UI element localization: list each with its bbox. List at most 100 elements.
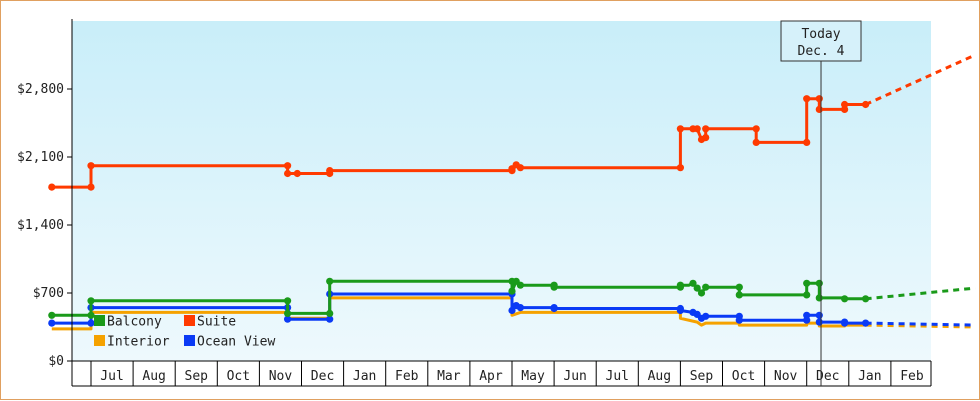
series-point-suite bbox=[676, 164, 685, 172]
y-tick-label: $700 bbox=[33, 286, 64, 301]
series-point-ocean-view bbox=[284, 315, 292, 323]
today-label-line1: Today bbox=[801, 27, 840, 42]
series-point-suite bbox=[862, 100, 870, 109]
series-point-balcony bbox=[815, 279, 823, 287]
y-tick-label: $1,400 bbox=[17, 218, 64, 233]
series-point-balcony bbox=[803, 279, 811, 287]
series-point-suite bbox=[841, 100, 849, 109]
series-point-suite bbox=[87, 162, 95, 170]
series-point-ocean-view bbox=[516, 304, 525, 312]
today-box bbox=[780, 20, 862, 62]
series-point-balcony bbox=[862, 295, 870, 303]
series-point-suite bbox=[676, 125, 685, 133]
series-point-balcony bbox=[550, 283, 558, 291]
series-point-balcony bbox=[735, 291, 743, 299]
series-point-balcony bbox=[735, 283, 743, 291]
series-point-ocean-view bbox=[815, 311, 823, 319]
series-point-balcony bbox=[326, 277, 334, 285]
series-point-ocean-view bbox=[862, 319, 870, 327]
x-month-label: Nov bbox=[774, 369, 798, 384]
series-point-balcony bbox=[284, 297, 292, 305]
series-point-suite bbox=[48, 183, 56, 191]
series-forecast-suite bbox=[864, 53, 976, 106]
x-month-label: Oct bbox=[732, 369, 755, 384]
series-forecast-balcony bbox=[865, 286, 976, 301]
series-point-balcony bbox=[689, 279, 697, 287]
legend-label-ocean-view: Ocean View bbox=[197, 335, 275, 350]
series-point-balcony bbox=[697, 289, 706, 297]
series-point-suite bbox=[752, 125, 760, 133]
series-point-balcony bbox=[516, 281, 525, 289]
series-point-suite bbox=[87, 183, 95, 191]
x-month-label: Aug bbox=[142, 369, 165, 384]
legend-label-interior: Interior bbox=[107, 335, 170, 350]
legend-swatch-suite bbox=[184, 315, 195, 326]
series-point-suite bbox=[702, 134, 710, 142]
x-month-label: Dec bbox=[816, 369, 839, 384]
series-point-balcony bbox=[284, 309, 292, 317]
series-point-suite bbox=[326, 167, 334, 175]
series-line-suite bbox=[51, 97, 866, 189]
series-point-suite bbox=[284, 162, 292, 170]
series-point-suite bbox=[803, 95, 811, 103]
x-month-label: Jul bbox=[100, 369, 123, 384]
series-point-ocean-view bbox=[508, 306, 516, 315]
series-point-ocean-view bbox=[803, 311, 811, 319]
series-point-balcony bbox=[815, 294, 823, 302]
x-month-label: May bbox=[521, 369, 545, 384]
x-month-label: Oct bbox=[227, 369, 250, 384]
series-point-balcony bbox=[841, 295, 849, 303]
y-tick-label: $2,800 bbox=[17, 82, 64, 97]
series-point-ocean-view bbox=[702, 312, 710, 320]
legend-swatch-ocean-view bbox=[184, 335, 195, 346]
series-point-suite bbox=[815, 105, 823, 113]
series-point-suite bbox=[293, 169, 301, 178]
x-month-label: Nov bbox=[269, 369, 293, 384]
series-forecast-interior bbox=[865, 323, 976, 329]
series-point-ocean-view bbox=[326, 315, 334, 323]
x-month-label: Mar bbox=[437, 369, 461, 384]
x-month-label: Feb bbox=[900, 369, 924, 384]
series-point-suite bbox=[693, 125, 701, 133]
x-month-label: Apr bbox=[479, 369, 503, 384]
series-point-balcony bbox=[693, 284, 701, 292]
series-point-ocean-view bbox=[841, 319, 849, 327]
series-point-balcony bbox=[48, 311, 56, 319]
x-month-label: Jan bbox=[858, 369, 881, 384]
series-forecast-ocean-view bbox=[865, 321, 976, 327]
series-point-suite bbox=[702, 125, 710, 133]
series-point-ocean-view bbox=[815, 318, 823, 326]
series-point-suite bbox=[516, 164, 525, 172]
series-point-balcony bbox=[87, 311, 95, 319]
series-point-suite bbox=[815, 95, 823, 103]
series-point-ocean-view bbox=[735, 316, 743, 324]
y-tick-label: $0 bbox=[48, 354, 64, 369]
series-point-balcony bbox=[702, 283, 710, 291]
x-month-label: Aug bbox=[648, 369, 671, 384]
legend-label-suite: Suite bbox=[197, 315, 236, 330]
series-point-ocean-view bbox=[676, 306, 685, 315]
series-point-ocean-view bbox=[48, 319, 56, 327]
legend-label-balcony: Balcony bbox=[107, 315, 162, 330]
series-point-suite bbox=[284, 169, 292, 178]
x-month-label: Sep bbox=[185, 369, 209, 384]
x-month-label: Feb bbox=[395, 369, 419, 384]
x-month-label: Dec bbox=[311, 369, 334, 384]
x-month-label: Jul bbox=[606, 369, 629, 384]
series-point-balcony bbox=[326, 309, 334, 317]
legend-swatch-interior bbox=[94, 335, 105, 346]
x-month-label: Jan bbox=[353, 369, 376, 384]
legend-swatch-balcony bbox=[94, 315, 105, 326]
series-point-balcony bbox=[87, 297, 95, 305]
y-tick-label: $2,100 bbox=[17, 150, 64, 165]
series-point-suite bbox=[752, 138, 760, 146]
plot-background bbox=[72, 21, 931, 361]
series-point-ocean-view bbox=[87, 319, 95, 327]
series-point-balcony bbox=[508, 287, 516, 295]
series-point-ocean-view bbox=[550, 304, 558, 313]
series-point-balcony bbox=[676, 281, 685, 289]
x-month-label: Jun bbox=[563, 369, 586, 384]
series-point-suite bbox=[803, 138, 811, 146]
